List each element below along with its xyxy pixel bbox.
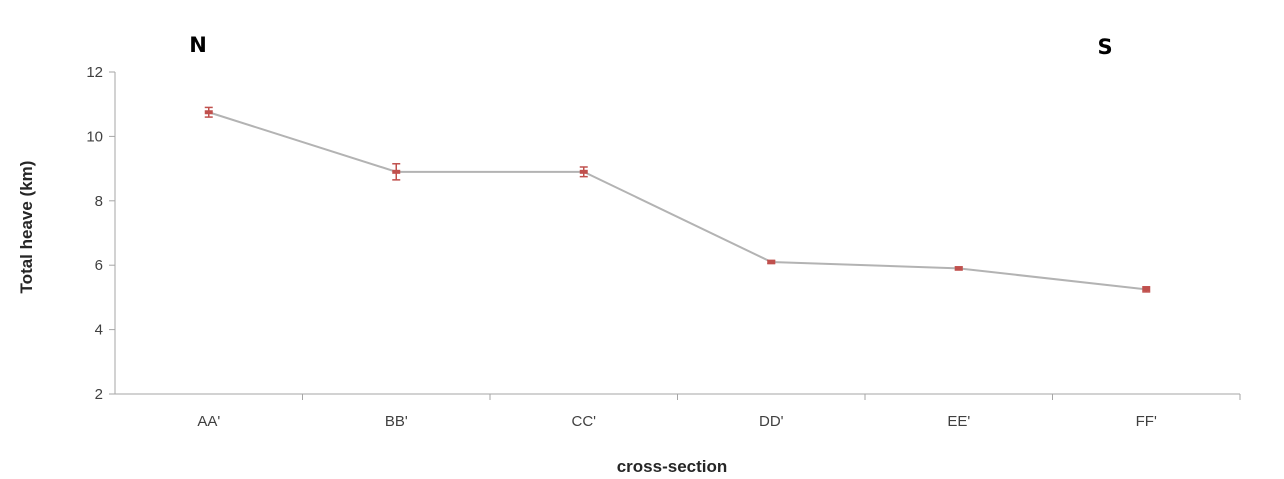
x-tick-label: FF' bbox=[1136, 413, 1157, 430]
x-axis-title: cross-section bbox=[617, 457, 728, 476]
data-points bbox=[204, 106, 1151, 293]
y-tick-label: 12 bbox=[86, 64, 103, 81]
series-polyline bbox=[208, 111, 1147, 291]
data-point bbox=[1142, 286, 1151, 293]
point-marker bbox=[579, 169, 588, 174]
x-tick-label: EE' bbox=[947, 413, 970, 430]
x-tick-label: BB' bbox=[385, 413, 408, 430]
point-marker bbox=[392, 169, 401, 174]
data-point bbox=[767, 259, 776, 265]
y-tick-label: 2 bbox=[95, 386, 103, 403]
x-tick-label: DD' bbox=[759, 413, 784, 430]
south-label: S bbox=[1097, 35, 1112, 59]
y-axis-ticks: 2 4 6 8 10 12 bbox=[86, 64, 115, 403]
north-label: N bbox=[189, 33, 207, 57]
x-axis-ticks: AA' BB' CC' DD' EE' FF' bbox=[197, 394, 1241, 430]
y-axis-title: Total heave (km) bbox=[17, 161, 36, 294]
y-tick-label: 8 bbox=[95, 193, 103, 210]
point-marker bbox=[1142, 287, 1151, 292]
y-tick-label: 6 bbox=[95, 257, 103, 274]
data-point bbox=[954, 266, 963, 271]
y-tick-label: 10 bbox=[86, 128, 103, 145]
data-point bbox=[204, 106, 213, 118]
point-marker bbox=[204, 110, 213, 115]
data-point bbox=[579, 166, 588, 178]
y-tick-label: 4 bbox=[95, 322, 103, 339]
point-marker bbox=[767, 259, 776, 264]
x-tick-label: CC' bbox=[571, 413, 596, 430]
data-point bbox=[392, 163, 401, 181]
series-line bbox=[208, 111, 1147, 291]
point-marker bbox=[954, 266, 963, 271]
x-tick-label: AA' bbox=[197, 413, 220, 430]
